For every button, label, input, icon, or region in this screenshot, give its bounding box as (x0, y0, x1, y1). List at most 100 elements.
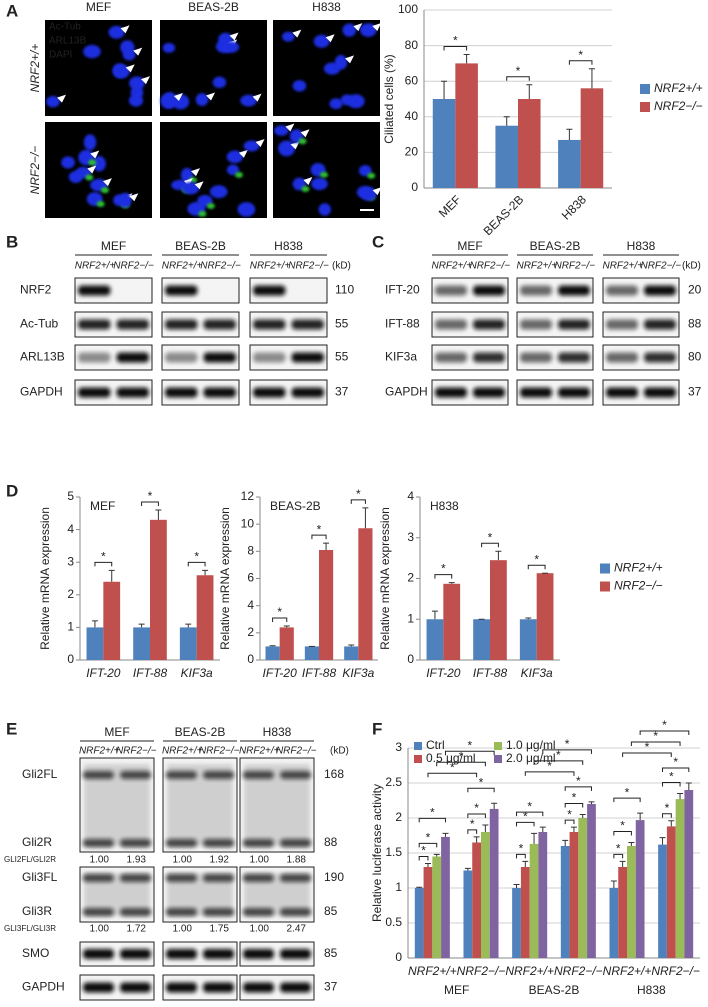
arrowhead (141, 76, 151, 85)
label: * (474, 801, 479, 815)
arrowhead (206, 92, 216, 101)
label: * (620, 819, 625, 833)
panel-letter: E (6, 719, 17, 738)
panel-letter: C (372, 232, 384, 251)
error-bar (473, 836, 480, 843)
arrowhead (372, 187, 382, 196)
band (78, 387, 111, 398)
nucleus (274, 125, 289, 136)
significance-bracket (506, 76, 530, 81)
label: 0 (407, 652, 414, 666)
error-bar (348, 644, 355, 647)
band (78, 352, 111, 363)
label: * (523, 810, 528, 824)
label: NRF2+/+ (431, 261, 472, 272)
bar (489, 808, 499, 958)
label: * (662, 718, 667, 732)
bar (512, 888, 521, 958)
label: KIF3a (181, 666, 213, 680)
label: 1.00 (250, 924, 270, 935)
arrowhead (325, 34, 335, 43)
bar (150, 519, 167, 660)
significance-bracket (564, 786, 592, 791)
label: MEF (104, 725, 129, 739)
bar (618, 867, 627, 958)
bar (609, 888, 619, 958)
nucleus (360, 187, 377, 201)
label: NRF2+/+ (602, 261, 643, 272)
label: 4 (67, 522, 74, 536)
error-bar (588, 68, 595, 89)
nucleus (61, 156, 75, 169)
label: MEF (436, 192, 464, 220)
label: NRF2+/+ (603, 964, 652, 978)
bar (455, 63, 478, 188)
band (166, 949, 197, 959)
significance-bracket (467, 813, 486, 818)
label: NRF2+/+ (505, 964, 554, 978)
nucleus (221, 41, 240, 53)
label: * (426, 831, 431, 845)
label: NRF2−/− (614, 579, 663, 593)
bar (519, 619, 537, 660)
label: GAPDH (20, 385, 63, 399)
significance-bracket (187, 561, 206, 567)
arrowhead (345, 55, 355, 64)
label: NRF2+/+ (516, 261, 557, 272)
label: * (470, 817, 475, 831)
nucleus (46, 96, 60, 108)
label: * (317, 522, 322, 536)
band (166, 982, 197, 993)
error-bar (464, 867, 471, 871)
significance-bracket (564, 819, 575, 825)
nucleus (83, 134, 97, 151)
band (203, 319, 236, 330)
significance-bracket (516, 811, 544, 817)
label: 12 (241, 489, 255, 503)
nucleus (68, 170, 83, 183)
arrowhead (183, 178, 193, 187)
label: 55 (335, 350, 349, 364)
error-bar (513, 884, 520, 888)
cilium-stain (320, 171, 329, 178)
smear (167, 873, 233, 916)
bar (538, 832, 548, 958)
band (203, 982, 234, 993)
legend-swatch (414, 742, 422, 750)
label: GAPDH (22, 980, 65, 994)
label: 2.47 (287, 924, 307, 935)
cilium-stain (301, 185, 310, 192)
label: BEAS-2B (188, 0, 239, 14)
bar (684, 790, 694, 958)
label: 60 (405, 73, 419, 87)
significance-bracket (524, 771, 575, 776)
label: NRF2−/− (199, 746, 240, 757)
label: NRF2−/− (554, 261, 595, 272)
label: 2.0 μg/ml (506, 751, 556, 765)
error-bar (570, 826, 577, 832)
label: 1.00 (90, 924, 110, 935)
arrowhead (255, 138, 265, 147)
error-bar (91, 620, 98, 628)
significance-bracket (542, 749, 592, 754)
label: BEAS-2B (481, 192, 527, 238)
label: H838 (430, 499, 459, 513)
nucleus (313, 34, 330, 48)
error-bar (659, 837, 666, 845)
legend-swatch (600, 581, 610, 592)
label: * (616, 842, 621, 856)
label: Relative luciferase activity (370, 784, 384, 922)
label: 37 (688, 385, 702, 399)
label: Gli2FL (22, 767, 58, 781)
label: * (430, 806, 435, 820)
significance-bracket (350, 499, 366, 504)
arrowhead (87, 165, 97, 174)
nucleus (340, 94, 353, 106)
label: 168 (324, 767, 344, 781)
band (78, 319, 111, 330)
label: NRF2−/− (288, 261, 329, 272)
label: 40 (405, 109, 419, 123)
label: * (653, 729, 658, 743)
label: Gli3FL (22, 870, 58, 884)
